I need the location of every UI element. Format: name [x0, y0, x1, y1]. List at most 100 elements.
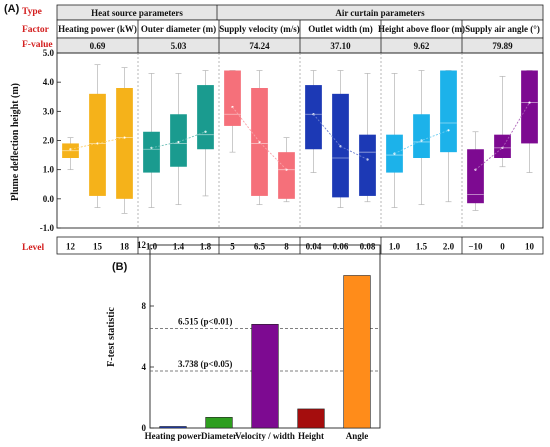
box-mean-marker	[123, 136, 126, 139]
mean-trend-line	[70, 137, 125, 150]
box-5-1	[494, 75, 511, 168]
bar-category-label-2: Velocity / width	[235, 431, 295, 441]
box-body	[413, 114, 430, 158]
bar-category-label-1: Diameter	[201, 431, 237, 441]
y-tick-label: 3.0	[43, 106, 55, 116]
factor-name-5: Supply air angle (°)	[465, 24, 540, 34]
level-label-4-2: 2.0	[443, 242, 455, 252]
box-mean-marker	[528, 101, 531, 104]
level-label-1-2: 1.8	[200, 242, 212, 252]
box-body	[116, 88, 133, 199]
factor-name-4: Height above floor (m)	[378, 24, 465, 34]
level-label-1-0: 1.0	[146, 242, 158, 252]
panel-a-label: (A)	[4, 3, 20, 15]
box-body	[305, 85, 322, 150]
group-air-curtain: Air curtain parameters	[335, 8, 425, 18]
bar-3	[297, 408, 325, 429]
y-tick-label: 1.0	[43, 165, 55, 175]
box-body	[197, 85, 214, 150]
factor-fvalue-4: 9.62	[414, 41, 430, 51]
y-tick-label: -1.0	[40, 223, 55, 233]
level-label-3-2: 0.08	[360, 242, 376, 252]
level-label-0-0: 12	[66, 242, 76, 252]
group-heat-source: Heat source parameters	[91, 8, 183, 18]
box-0-0	[62, 137, 79, 171]
bar-y-tick-label: 0	[142, 423, 147, 433]
box-2-1	[251, 70, 268, 206]
box-5-0	[467, 131, 484, 211]
factor-name-1: Outer diameter (m)	[141, 24, 216, 34]
box-body	[170, 114, 187, 167]
box-3-0	[305, 70, 322, 173]
bar-y-tick-label: 8	[142, 301, 147, 311]
box-3-2	[359, 73, 376, 203]
row-label-type: Type	[22, 7, 42, 17]
bar-y-axis-title: F-test statistic	[106, 307, 117, 367]
level-label-5-0: −10	[468, 242, 483, 252]
level-label-2-1: 6.5	[254, 242, 266, 252]
box-4-2	[440, 70, 457, 203]
level-label-1-1: 1.4	[173, 242, 185, 252]
box-body	[359, 134, 376, 196]
box-0-2	[116, 67, 133, 214]
box-mean-marker	[447, 129, 450, 132]
y-tick-label: 4.0	[43, 77, 55, 87]
boxplot-y-axis-title: Plume deflection height (m)	[10, 83, 21, 201]
box-1-1	[170, 73, 187, 206]
boxplot-y-axis: -1.0 0.0 1.0 2.0 3.0 4.0 5.0	[40, 48, 61, 233]
y-tick-label: 5.0	[43, 48, 55, 58]
bar-category-label-0: Heating power	[145, 431, 202, 441]
level-label-0-2: 18	[120, 242, 130, 252]
row-label-factor: Factor	[22, 25, 50, 35]
bar-2	[251, 323, 279, 429]
bar-category-label-3: Height	[298, 431, 324, 441]
bar-y-tick-label: 4	[142, 362, 147, 372]
bar-1	[205, 417, 233, 429]
mean-trend-line	[475, 102, 530, 171]
panel-b-label: (B)	[112, 261, 128, 273]
level-label-3-0: 0.04	[306, 242, 322, 252]
mean-trend-line	[232, 106, 287, 170]
bar-4	[343, 275, 371, 429]
box-4-1	[413, 70, 430, 206]
threshold-label-1: 3.738 (p<0.05)	[178, 359, 232, 369]
level-label-3-1: 0.06	[333, 242, 349, 252]
box-body	[143, 131, 160, 173]
box-body	[467, 149, 484, 204]
factor-name-2: Supply velocity (m/s)	[219, 24, 300, 34]
box-body	[89, 93, 106, 196]
box-3-1	[332, 70, 349, 208]
box-0-1	[89, 64, 106, 208]
factor-name-0: Heating power (kW)	[58, 24, 137, 34]
level-label-4-1: 1.5	[416, 242, 428, 252]
box-5-2	[521, 70, 538, 173]
level-label-5-2: 10	[525, 242, 535, 252]
factor-fvalue-0: 0.69	[90, 41, 106, 51]
level-label-2-0: 5	[230, 242, 235, 252]
threshold-label-0: 6.515 (p<0.01)	[178, 317, 232, 327]
factor-fvalue-2: 74.24	[249, 41, 270, 51]
level-label-0-1: 15	[93, 242, 103, 252]
bar-0	[159, 426, 187, 429]
boxplot-area	[62, 53, 538, 228]
level-label-4-0: 1.0	[389, 242, 401, 252]
box-2-2	[278, 137, 295, 203]
box-4-0	[386, 73, 403, 208]
factor-fvalue-3: 37.10	[330, 41, 351, 51]
level-label-5-1: 0	[500, 242, 505, 252]
row-label-level: Level	[22, 243, 45, 253]
y-tick-label: 0.0	[43, 194, 55, 204]
box-body	[440, 70, 457, 153]
parameter-header-table: Heat source parameters Air curtain param…	[56, 4, 544, 54]
bar-series	[159, 275, 371, 429]
box-1-0	[143, 73, 160, 208]
row-label-fvalue: F-value	[22, 40, 53, 50]
mean-trend-line	[394, 129, 449, 155]
bar-y-axis: 0 4 8 12	[137, 240, 154, 433]
box-1-2	[197, 70, 214, 197]
y-tick-label: 2.0	[43, 136, 55, 146]
level-label-2-2: 8	[284, 242, 289, 252]
factor-name-3: Outlet width (m)	[308, 24, 373, 34]
factor-fvalue-1: 5.03	[171, 41, 187, 51]
